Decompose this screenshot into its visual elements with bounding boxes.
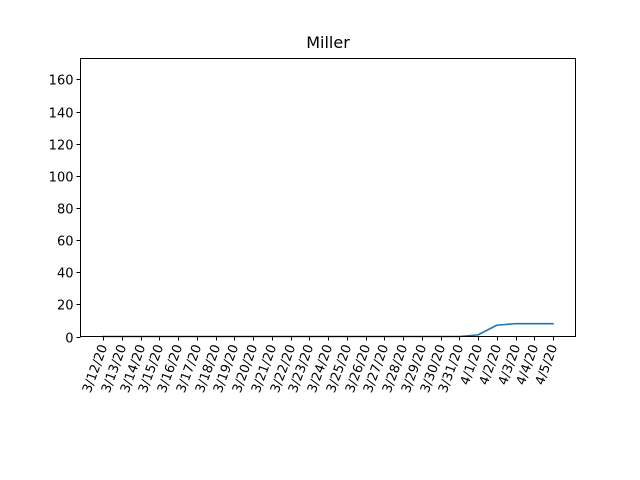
y-tick-label: 0 [65, 332, 73, 347]
y-tick-label: 120 [49, 139, 74, 154]
y-tick-label: 160 [49, 74, 74, 89]
chart-title: Miller [306, 33, 350, 52]
y-tick-label: 40 [57, 267, 74, 282]
y-tick-label: 20 [57, 299, 74, 314]
plot-frame [80, 58, 576, 337]
series-line [102, 322, 554, 338]
y-tick-label: 100 [49, 171, 74, 186]
y-tick-label: 80 [57, 203, 74, 218]
y-tick-label: 140 [49, 107, 74, 122]
y-tick-label: 60 [57, 235, 74, 250]
